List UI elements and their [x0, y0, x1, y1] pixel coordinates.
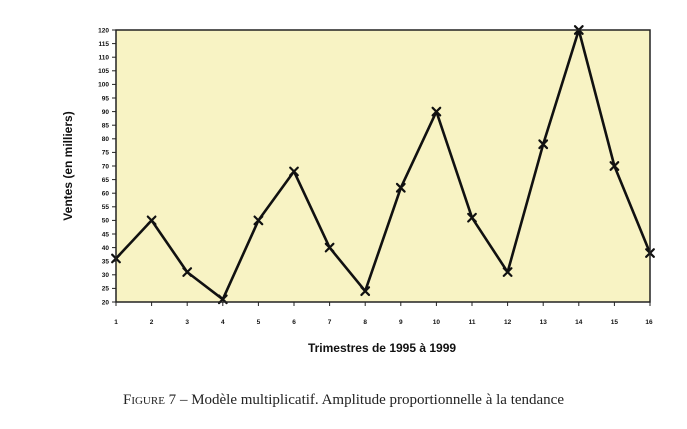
y-tick-label: 110: [99, 55, 110, 62]
x-axis: 1 2 3 4 5 6 7 8 9 10 11 12 13 14 15 16: [114, 302, 653, 326]
y-tick-label: 95: [102, 95, 110, 102]
x-tick-label: 15: [611, 319, 619, 326]
y-tick-label: 25: [102, 286, 110, 293]
x-tick-label: 8: [363, 319, 367, 326]
y-tick-label: 85: [102, 123, 110, 130]
y-tick-label: 55: [102, 204, 110, 211]
data-point: [253, 215, 264, 226]
x-tick-label: 12: [504, 319, 512, 326]
data-point: [609, 161, 620, 171]
y-tick-label: 120: [98, 27, 109, 34]
y-tick-label: 30: [102, 272, 110, 279]
x-tick-label: 11: [469, 319, 476, 326]
y-tick-label: 75: [102, 150, 110, 157]
x-tick-label: 1: [114, 319, 118, 326]
x-tick-label: 9: [399, 319, 403, 326]
y-axis: 20 25 30 35 40 45 50 55 60 65 70 75 80 85 90 95 100 105 11…: [98, 27, 116, 306]
y-tick-label: 90: [102, 109, 110, 116]
data-point: [502, 267, 513, 277]
data-point: [538, 139, 549, 150]
y-tick-label: 35: [102, 259, 110, 266]
x-tick-label: 16: [645, 319, 653, 326]
y-tick-label: 105: [98, 68, 109, 75]
figure-caption: Figure 7 – Modèle multiplicatif. Amplitu…: [0, 392, 687, 409]
data-point: [431, 106, 442, 117]
y-tick-label: 60: [102, 191, 110, 198]
figure-label: Figure 7: [122, 392, 177, 408]
x-tick-label: 10: [433, 319, 441, 326]
x-tick-label: 7: [328, 319, 332, 326]
x-axis-title: Trimestres de 1995 à 1999: [308, 341, 456, 355]
y-tick-label: 70: [102, 163, 110, 170]
y-tick-label: 50: [102, 218, 110, 225]
y-tick-label: 65: [102, 177, 110, 184]
x-tick-label: 5: [257, 319, 261, 326]
y-tick-label: 20: [102, 299, 110, 306]
data-point: [324, 242, 335, 253]
x-tick-label: 14: [575, 319, 583, 326]
x-tick-label: 6: [292, 319, 296, 326]
y-tick-label: 45: [102, 231, 110, 238]
y-tick-label: 115: [99, 41, 110, 48]
data-point: [289, 166, 299, 177]
y-tick-label: 80: [102, 136, 110, 143]
y-tick-label: 100: [98, 82, 109, 89]
x-tick-label: 13: [540, 319, 548, 326]
series-line: [115, 28, 652, 301]
data-point: [182, 267, 193, 277]
data-point: [360, 286, 371, 297]
x-tick-label: 4: [221, 319, 225, 326]
x-tick-label: 2: [150, 319, 154, 326]
plot-frame: [115, 29, 651, 303]
caption-dash: –: [176, 392, 192, 408]
plot-area: [116, 30, 650, 302]
x-tick-label: 3: [185, 319, 189, 326]
data-point: [467, 212, 477, 223]
data-point: [146, 215, 157, 226]
y-tick-label: 40: [102, 245, 110, 252]
caption-text: Modèle multiplicatif. Amplitude proporti…: [191, 392, 564, 408]
y-axis-title: Ventes (en milliers): [61, 111, 75, 220]
data-point: [395, 182, 406, 193]
